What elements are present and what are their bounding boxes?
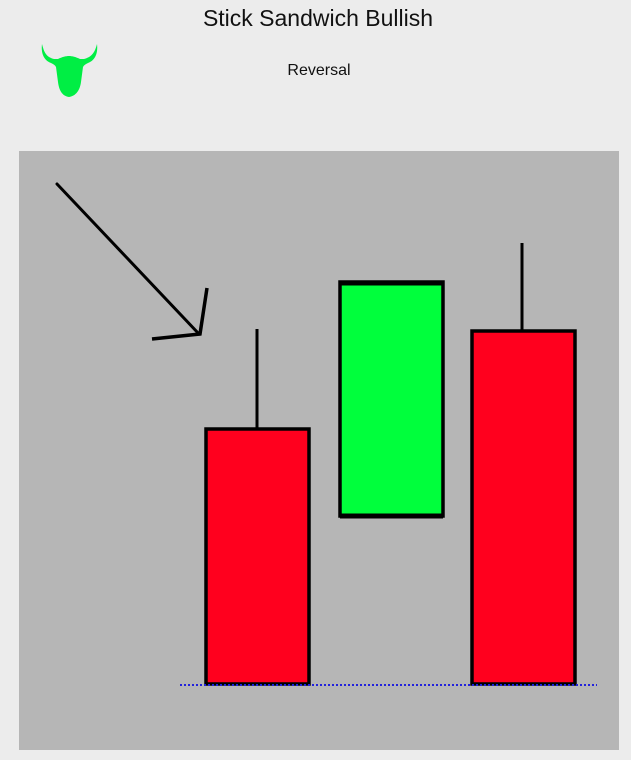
trend-arrow [55, 182, 209, 341]
third-candle-body [470, 329, 577, 686]
first-candle [204, 329, 311, 686]
pattern-diagram [19, 151, 619, 750]
second-candle [338, 280, 445, 519]
third-candle [470, 243, 577, 686]
page-title: Stick Sandwich Bullish [202, 5, 434, 31]
second-candle-body [338, 280, 445, 518]
first-candle-body [204, 427, 311, 686]
subtitle: Reversal [287, 62, 351, 79]
bull-head-icon [41, 44, 98, 97]
